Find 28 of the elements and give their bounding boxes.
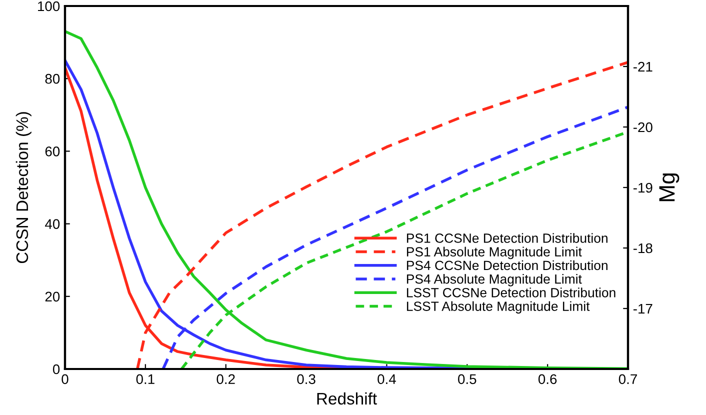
x-tick-label: 0.3 [297,374,316,384]
y-axis-title: CCSN Detection (%) [16,112,32,264]
x-tick-label: 0.5 [458,374,476,384]
y-tick-label: 100 [38,1,60,12]
y2-tick-label: -21 [633,62,652,72]
x-tick-label: 0.1 [136,374,154,384]
y-tick-label: 60 [45,146,60,156]
x-tick-label: 0.6 [538,374,557,384]
x-axis-title: Redshift [317,392,377,405]
legend-label: PS1 Absolute Magnitude Limit [406,246,582,260]
y2-tick-label: -20 [633,122,652,132]
y2-tick-label: -18 [633,243,652,254]
y2-tick-label: -19 [633,182,652,193]
y-tick-label: 40 [45,219,60,229]
legend-label: LSST Absolute Magnitude Limit [406,301,590,314]
y2-tick-label: -17 [633,304,652,314]
x-tick-label: 0 [62,374,68,384]
y-tick-label: 80 [45,74,60,84]
y2-axis-title: Mg [659,173,680,202]
x-tick-label: 0.7 [618,374,637,384]
legend-label: LSST CCSNe Detection Distribution [406,288,616,298]
legend-label: PS1 CCSNe Detection Distribution [406,233,608,243]
y-tick-label: 0 [52,364,60,374]
x-tick-label: 0.4 [378,374,396,384]
legend-label: PS4 CCSNe Detection Distribution [406,260,608,270]
legend-label: PS4 Absolute Magnitude Limit [406,274,582,286]
x-tick-label: 0.2 [216,374,235,384]
y-tick-label: 20 [45,292,60,302]
